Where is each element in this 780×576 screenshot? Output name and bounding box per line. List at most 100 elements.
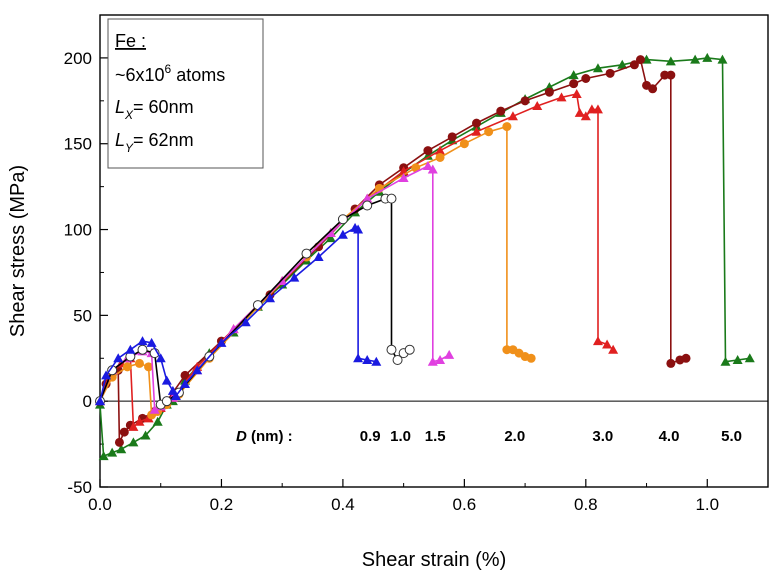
data-point — [629, 60, 639, 70]
data-point — [617, 59, 628, 69]
data-point — [520, 96, 530, 106]
data-point — [422, 161, 433, 171]
data-point — [605, 68, 615, 78]
data-point — [532, 100, 543, 110]
data-point — [146, 337, 157, 347]
d-label-italic: D — [236, 428, 247, 445]
data-point — [122, 362, 132, 372]
y-tick-label: 50 — [73, 306, 92, 325]
series-line — [99, 226, 377, 402]
data-point — [666, 358, 676, 368]
d-value-label: 0.9 — [360, 428, 381, 445]
data-point — [592, 63, 603, 73]
d-value-label: 4.0 — [659, 428, 680, 445]
d-label: D (nm) : — [236, 428, 293, 445]
data-point — [325, 227, 336, 237]
data-point — [592, 104, 603, 114]
series-layer — [95, 52, 755, 461]
data-point — [134, 416, 145, 426]
data-point — [427, 356, 438, 366]
d-value-label: 2.0 — [504, 428, 525, 445]
info-atoms-prefix: ~6x10 — [115, 65, 165, 85]
data-point — [289, 272, 300, 282]
data-point — [665, 56, 676, 66]
d-value-label: 1.0 — [390, 428, 411, 445]
data-point — [472, 118, 482, 128]
data-point — [362, 193, 373, 203]
info-atoms: ~6x106 atoms — [115, 62, 225, 85]
y-tick-label: -50 — [67, 478, 92, 497]
data-point — [435, 354, 446, 364]
info-box: Fe : ~6x106 atoms LX= 60nm LY= 62nm — [107, 18, 264, 169]
data-point — [180, 379, 191, 389]
data-point — [192, 365, 203, 375]
data-point — [337, 229, 348, 239]
data-point — [386, 193, 397, 204]
info-lx-letter: L — [115, 97, 125, 117]
data-point — [161, 375, 172, 385]
data-point — [459, 139, 469, 149]
data-point — [137, 344, 148, 355]
data-point — [113, 353, 124, 363]
data-point — [125, 344, 136, 354]
data-point — [720, 356, 731, 366]
data-point — [435, 145, 446, 155]
info-lx-value: = 60nm — [133, 97, 194, 117]
plot-frame — [99, 14, 769, 488]
data-point — [216, 337, 227, 347]
data-point — [134, 358, 144, 368]
data-point — [119, 427, 129, 437]
x-tick-label: 0.6 — [453, 495, 477, 514]
d-value-label: 5.0 — [721, 428, 742, 445]
info-material: Fe : — [115, 31, 146, 51]
info-lx: LX= 60nm — [115, 97, 194, 122]
y-tick-label: 150 — [64, 135, 92, 154]
data-point — [447, 132, 457, 142]
y-axis-title: Shear stress (MPa) — [7, 165, 29, 337]
info-lx-sub: X — [124, 108, 134, 122]
info-atoms-suffix: atoms — [171, 65, 225, 85]
data-point — [137, 336, 148, 346]
data-point — [744, 353, 755, 363]
data-point — [423, 146, 433, 156]
data-point — [301, 248, 312, 259]
info-atoms-exp: 6 — [165, 62, 172, 76]
data-point — [337, 214, 348, 225]
data-point — [252, 300, 263, 311]
data-point — [144, 362, 154, 372]
data-point — [507, 111, 518, 121]
data-point — [702, 52, 713, 62]
y-tick-label: 0 — [83, 392, 92, 411]
data-point — [571, 88, 582, 98]
data-point — [496, 106, 506, 116]
y-tick-label: 200 — [64, 49, 92, 68]
x-tick-label: 0.8 — [574, 495, 598, 514]
d-value-label: 3.0 — [592, 428, 613, 445]
info-ly-sub: Y — [125, 141, 134, 155]
d-value-label: 1.5 — [425, 428, 446, 445]
data-point — [362, 200, 373, 211]
y-tick-label: 100 — [64, 221, 92, 240]
data-point — [392, 354, 403, 365]
data-point — [152, 416, 163, 426]
data-point — [592, 336, 603, 346]
data-point — [398, 173, 409, 183]
data-point — [574, 107, 585, 117]
data-point — [155, 353, 166, 363]
data-point — [128, 437, 139, 447]
data-point — [107, 447, 118, 457]
x-tick-label: 0.2 — [210, 495, 234, 514]
data-point — [427, 164, 438, 174]
data-point — [681, 353, 691, 363]
data-point — [666, 70, 676, 80]
data-point — [602, 339, 613, 349]
data-point — [411, 163, 421, 173]
data-point — [569, 79, 579, 89]
x-axis-title: Shear strain (%) — [362, 549, 507, 571]
data-point — [404, 344, 415, 355]
data-point — [635, 55, 645, 65]
axis-ticks: 0.0 0.2 0.4 0.6 0.8 1.0 -50 0 50 100 150 200 — [64, 49, 769, 514]
data-point — [265, 293, 276, 303]
data-point — [353, 353, 364, 363]
